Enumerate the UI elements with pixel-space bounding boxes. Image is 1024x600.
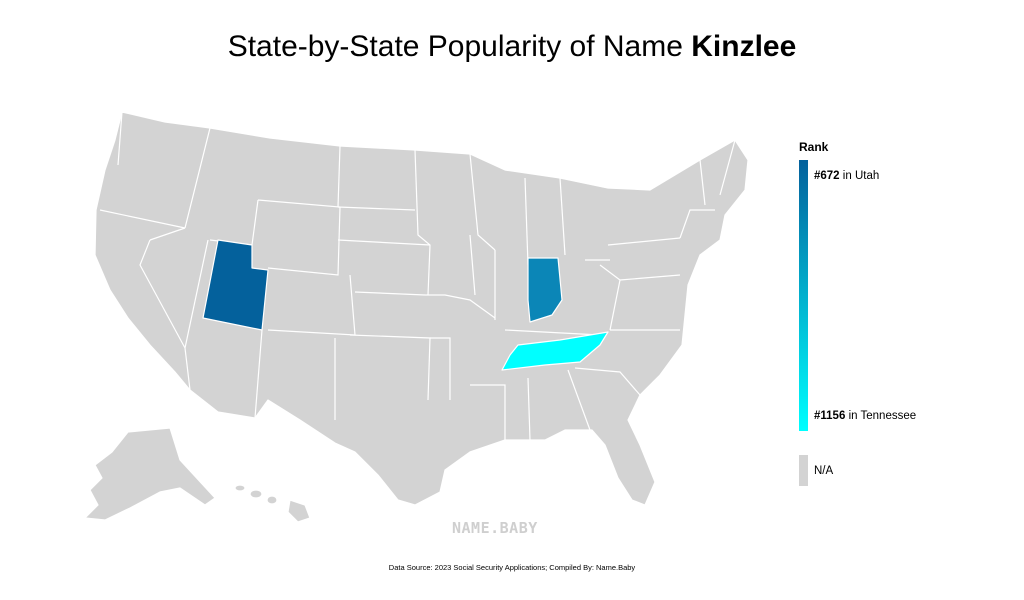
title-name: Kinzlee (691, 30, 797, 63)
legend-gradient-bar (799, 160, 808, 431)
state-alaska (84, 427, 216, 521)
data-source: Data Source: 2023 Social Security Applic… (388, 563, 636, 572)
legend-bottom-suffix: in Tennessee (848, 410, 917, 422)
state-indiana (527, 257, 563, 323)
page-title: State-by-State Popularity of Name Kinzle… (0, 30, 1024, 64)
state-tennessee (501, 331, 609, 371)
watermark-logo: NAME.BABY (452, 519, 538, 537)
state-borders (99, 111, 736, 441)
legend-bottom-label: #1156 in Tennessee (814, 410, 916, 422)
legend-top-rank: #672 (814, 170, 840, 182)
state-hawaii (234, 484, 311, 523)
legend-na-swatch (799, 455, 808, 486)
legend-title: Rank (799, 140, 829, 154)
title-prefix: State-by-State Popularity of Name (227, 30, 683, 63)
legend-bottom-rank: #1156 (814, 410, 846, 422)
legend-top-label: #672 in Utah (814, 170, 879, 182)
legend-na-label: N/A (814, 465, 834, 477)
state-base-contiguous (94, 111, 749, 506)
legend-top-suffix: in Utah (842, 170, 880, 182)
state-utah (202, 239, 269, 331)
